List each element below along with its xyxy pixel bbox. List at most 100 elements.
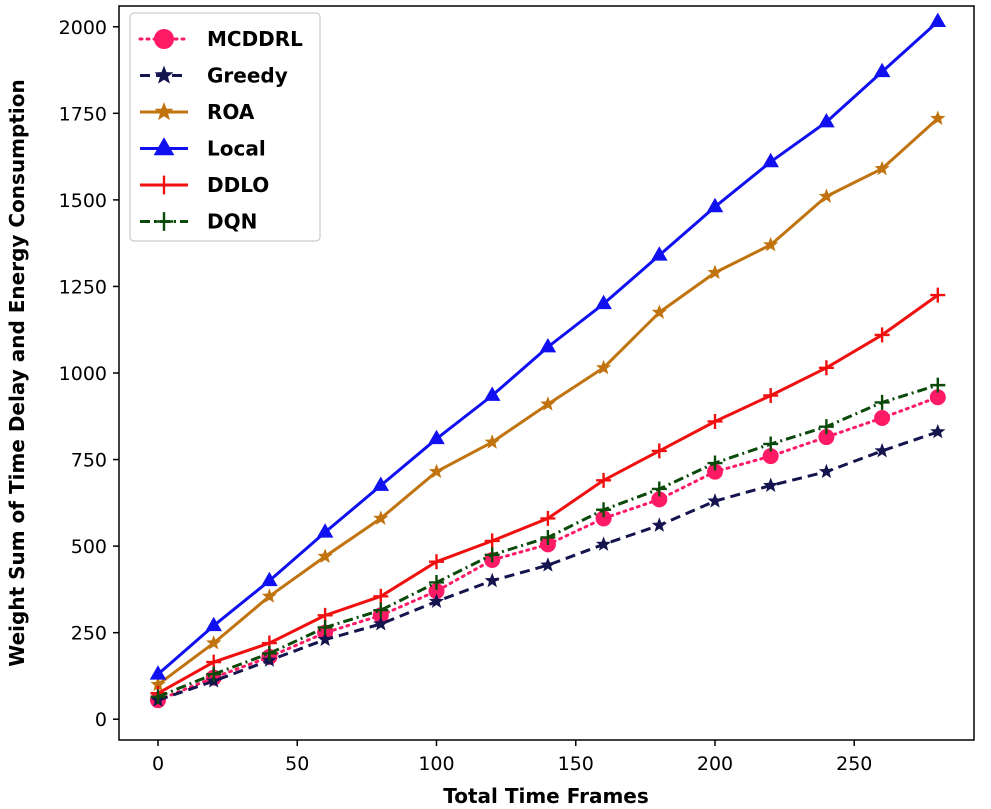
y-tick-label: 1500 <box>59 190 107 212</box>
x-tick-label: 50 <box>285 753 309 775</box>
legend-label-local: Local <box>207 137 266 161</box>
data-point-roa <box>484 434 500 449</box>
data-point-mcddrl <box>595 510 612 527</box>
data-point-roa <box>596 359 612 375</box>
data-point-dqn <box>428 574 444 590</box>
series-roa <box>150 110 946 692</box>
data-point-roa <box>707 264 723 280</box>
data-point-greedy <box>373 616 389 631</box>
legend-label-mcddrl: MCDDRL <box>207 27 303 51</box>
data-point-local <box>595 294 612 310</box>
data-point-dqn <box>540 529 556 545</box>
data-point-greedy <box>428 593 445 608</box>
data-point-local <box>706 197 724 213</box>
data-point-dqn <box>317 619 333 635</box>
y-tick-label: 1000 <box>59 363 107 385</box>
legend-marker-greedy <box>154 65 174 84</box>
axis-ticks: 0 50 100 150 200 250 0 250 500 750 1000 1250 1500 175… <box>59 17 873 775</box>
data-point-roa <box>150 676 166 692</box>
data-point-greedy <box>317 631 333 647</box>
data-point-ddlo <box>373 588 389 604</box>
data-point-local <box>149 665 167 680</box>
data-point-mcddrl <box>874 410 891 427</box>
y-tick-label: 0 <box>95 709 107 731</box>
data-point-dqn <box>707 455 723 471</box>
data-point-greedy <box>540 557 556 572</box>
y-tick-label: 250 <box>71 623 107 645</box>
y-tick-label: 500 <box>71 536 107 558</box>
data-point-ddlo <box>428 554 444 570</box>
data-point-roa <box>428 463 445 479</box>
data-point-ddlo <box>484 533 500 549</box>
data-point-greedy <box>484 572 500 588</box>
series-group <box>149 12 947 709</box>
x-tick-label: 150 <box>558 753 594 775</box>
data-point-local <box>873 62 891 78</box>
data-point-roa <box>930 110 946 125</box>
x-tick-label: 100 <box>418 753 454 775</box>
series-line-greedy <box>157 430 939 702</box>
legend-label-dqn: DQN <box>207 210 257 234</box>
legend-item-mcddrl: MCDDRL <box>138 27 303 51</box>
y-tick-label: 750 <box>71 450 107 472</box>
data-point-mcddrl <box>762 448 779 465</box>
data-point-ddlo <box>818 360 834 376</box>
data-point-roa <box>874 160 890 176</box>
data-point-roa <box>763 236 779 252</box>
data-point-local <box>261 571 278 587</box>
data-point-mcddrl <box>651 491 668 508</box>
legend-item-dqn: DQN <box>140 210 257 234</box>
data-point-ddlo <box>930 287 946 303</box>
data-point-roa <box>261 588 277 603</box>
data-point-ddlo <box>874 327 890 343</box>
data-point-local <box>205 616 222 632</box>
legend-label-roa: ROA <box>207 100 255 124</box>
data-point-roa <box>317 548 333 563</box>
data-point-greedy <box>707 493 723 508</box>
series-local <box>149 12 947 680</box>
legend-item-roa: ROA <box>140 100 255 124</box>
legend-label-greedy: Greedy <box>207 64 288 88</box>
data-point-greedy <box>596 536 612 551</box>
x-tick-label: 0 <box>152 753 164 775</box>
data-point-greedy <box>874 442 890 458</box>
legend-label-ddlo: DDLO <box>207 173 269 197</box>
data-point-ddlo <box>763 388 779 404</box>
data-point-ddlo <box>596 472 612 488</box>
y-tick-label: 2000 <box>59 17 107 39</box>
data-point-local <box>372 476 390 491</box>
data-point-mcddrl <box>929 389 946 406</box>
data-point-roa <box>373 510 389 525</box>
data-point-mcddrl <box>818 429 835 446</box>
data-point-dqn <box>763 436 779 452</box>
data-point-ddlo <box>540 510 556 526</box>
data-point-dqn <box>373 602 389 618</box>
data-point-local <box>818 112 835 128</box>
data-point-local <box>539 338 557 353</box>
x-tick-label: 200 <box>697 753 733 775</box>
data-point-dqn <box>261 645 277 661</box>
data-point-roa <box>206 635 222 650</box>
legend-item-local: Local <box>140 137 266 161</box>
x-axis-label: Total Time Frames <box>443 784 649 808</box>
data-point-ddlo <box>707 413 723 429</box>
legend: MCDDRL Greedy ROA Local DDLO DQN <box>129 12 321 242</box>
data-point-greedy <box>763 477 779 492</box>
data-point-local <box>762 152 779 168</box>
legend-marker-dqn <box>154 212 174 231</box>
series-dqn <box>150 377 946 705</box>
data-point-roa <box>651 304 667 319</box>
data-point-dqn <box>484 547 500 563</box>
legend-marker-local <box>153 137 175 156</box>
data-point-mcddrl <box>706 463 723 480</box>
y-axis-label: Weight Sum of Time Delay and Energy Cons… <box>5 79 29 666</box>
data-point-mcddrl <box>428 583 445 600</box>
data-point-dqn <box>150 689 166 705</box>
data-point-dqn <box>596 502 612 518</box>
data-point-greedy <box>651 517 667 532</box>
legend-item-ddlo: DDLO <box>140 173 269 197</box>
data-point-local <box>651 246 668 261</box>
legend-marker-roa <box>154 102 174 121</box>
data-point-dqn <box>206 666 222 682</box>
